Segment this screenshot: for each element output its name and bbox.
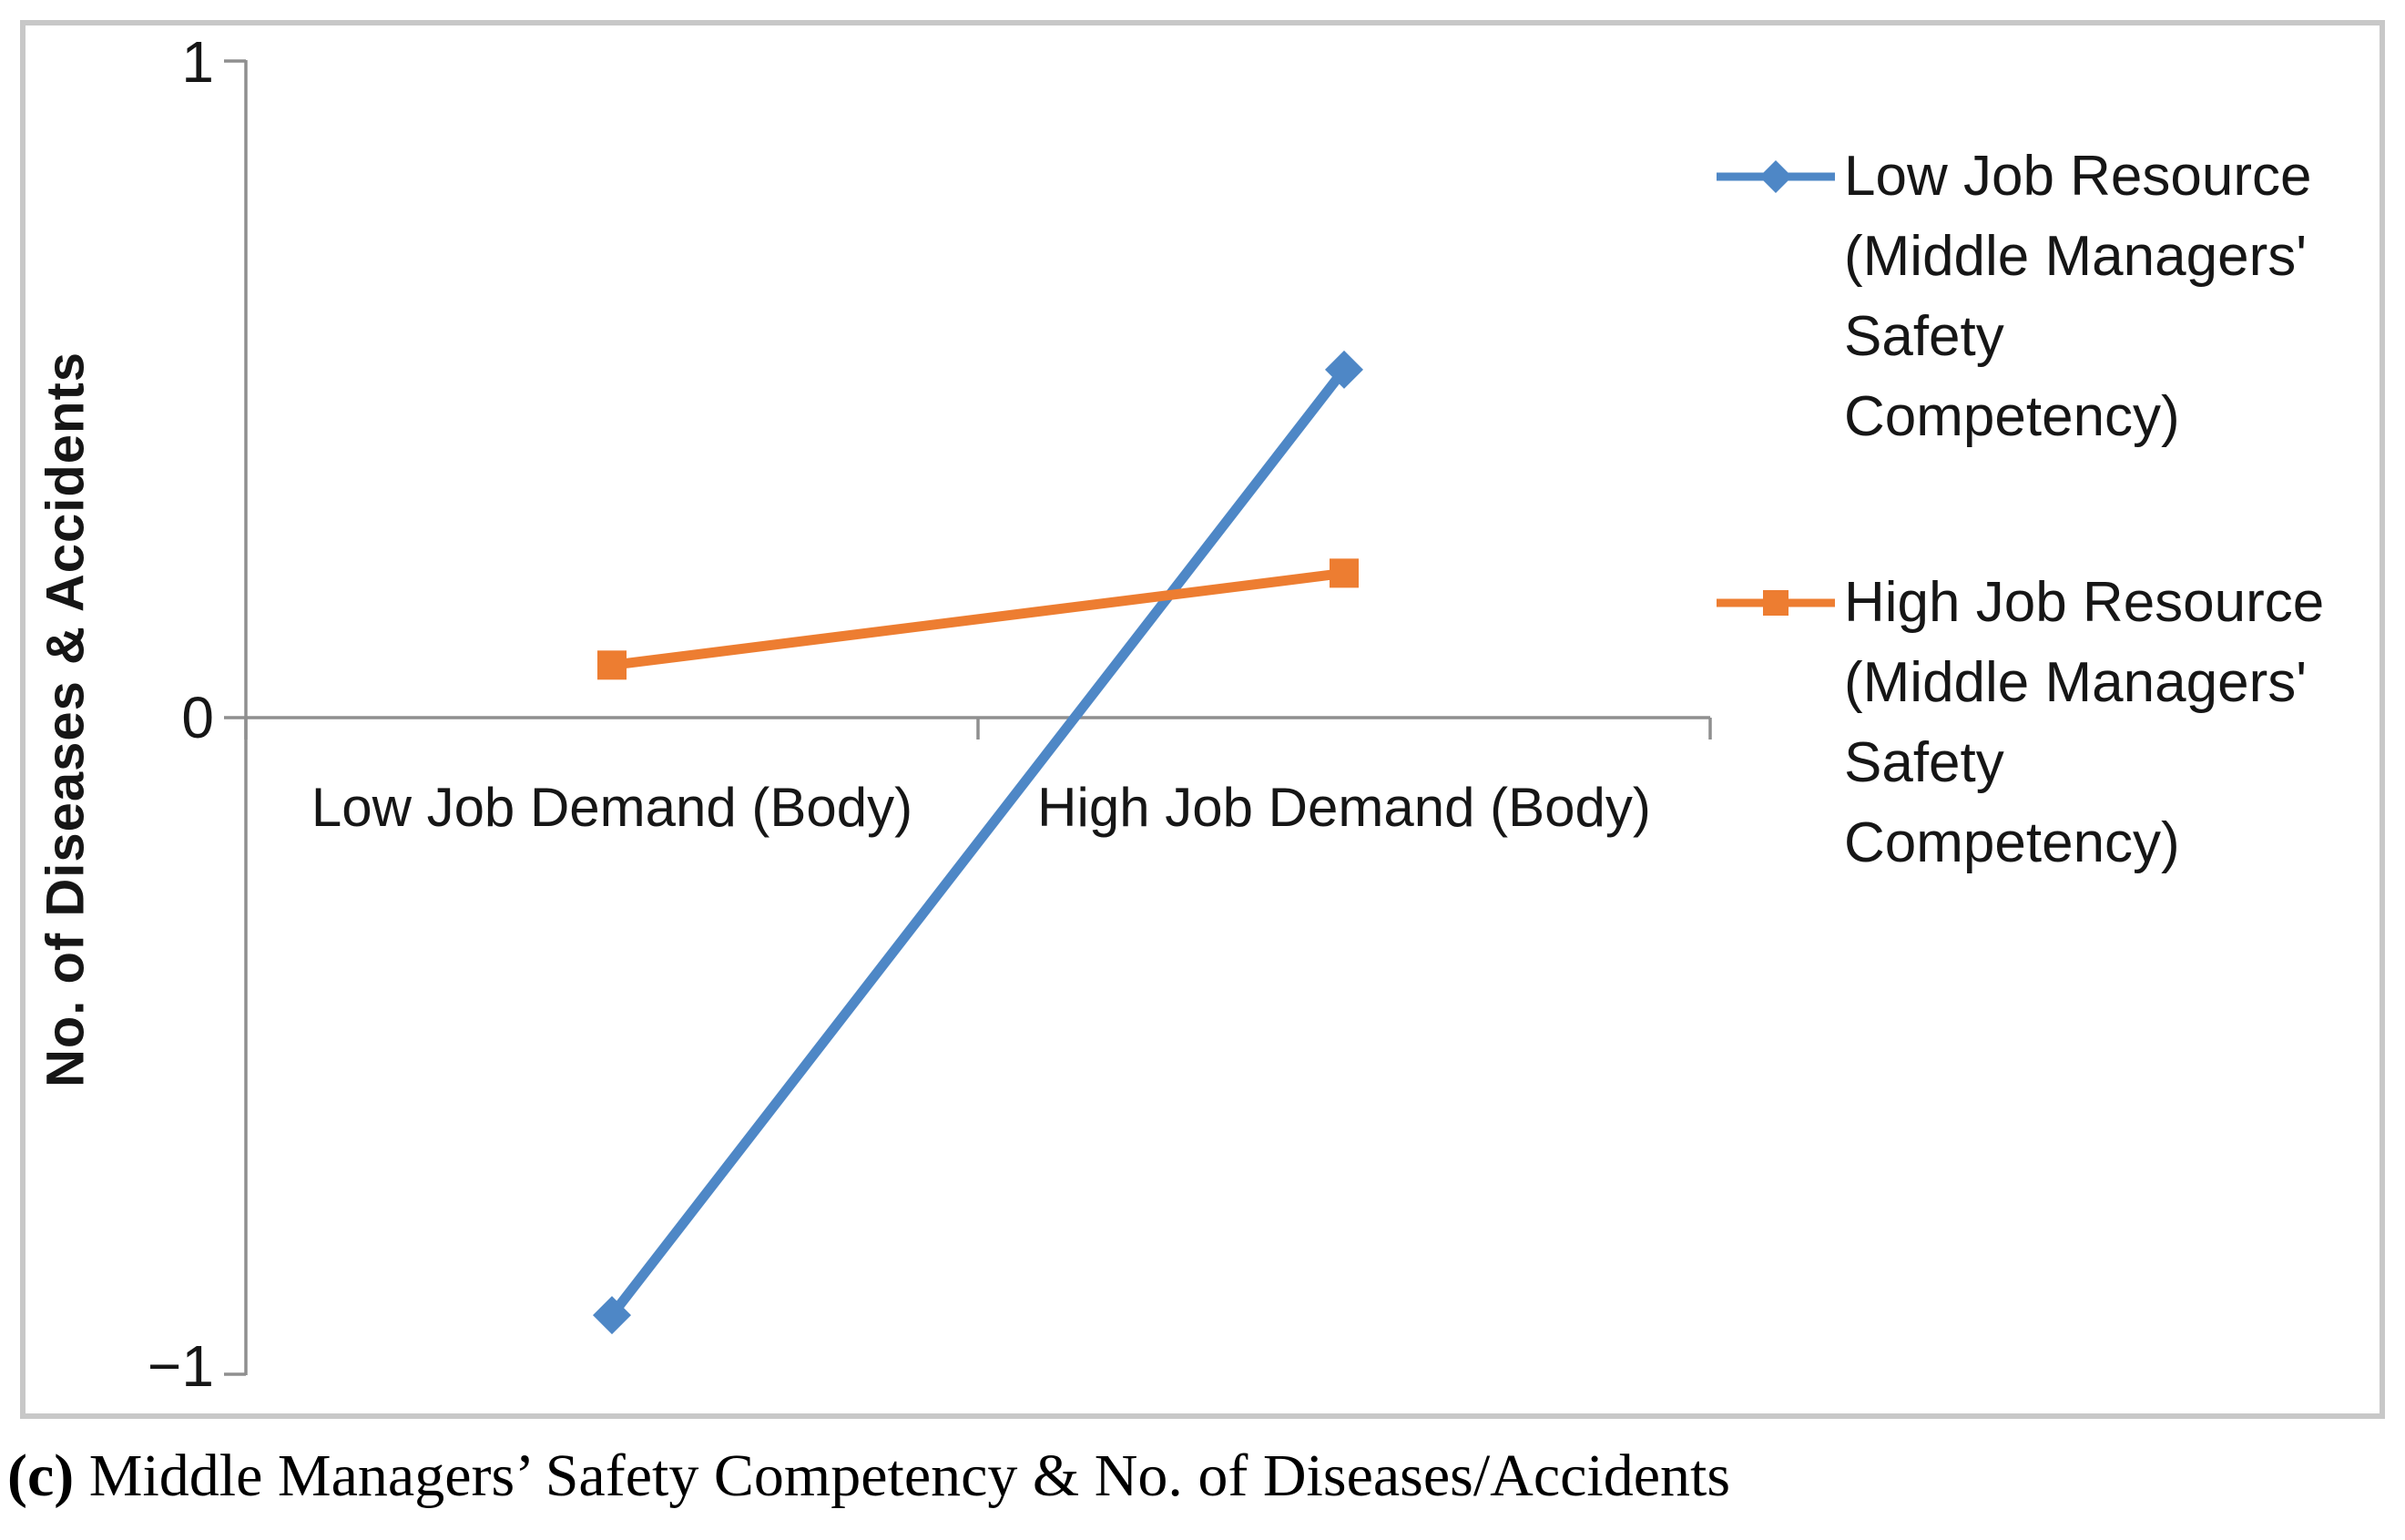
caption-label: (c) [7, 1443, 75, 1509]
series-marker-square [597, 650, 627, 680]
y-tick-label-1: 1 [181, 29, 214, 95]
legend-line: Safety [1844, 731, 2004, 794]
x-category-label-high-job-demand: High Job Demand (Body) [1037, 777, 1651, 838]
y-tick-label-minus-1: −1 [148, 1333, 214, 1399]
series-marker-diamond [593, 1296, 631, 1335]
series-line-high-job-resource [611, 567, 1345, 670]
legend-line: Competency) [1844, 385, 2180, 448]
legend-entry-low-job-resource: Low Job Resource (Middle Managers' Safet… [1844, 137, 2390, 457]
figure-border [20, 20, 2385, 1419]
x-category-label-low-job-demand: Low Job Demand (Body) [311, 777, 913, 838]
legend-key-marker [1763, 590, 1788, 616]
legend-line: Low Job Resource [1844, 145, 2312, 208]
figure-caption: (c) Middle Managers’ Safety Competency &… [7, 1442, 2393, 1511]
legend-line: Safety [1844, 305, 2004, 368]
legend-line: High Job Resource [1844, 571, 2325, 634]
series-marker-square [1330, 558, 1359, 588]
legend-line: (Middle Managers' [1844, 225, 2308, 288]
series-marker-diamond [1325, 350, 1363, 389]
legend-line: Competency) [1844, 811, 2180, 874]
series-line-low-job-resource [607, 366, 1349, 1319]
legend-key-marker [1759, 160, 1792, 193]
legend-line: (Middle Managers' [1844, 651, 2308, 714]
caption-text: Middle Managers’ Safety Competency & No.… [74, 1443, 1731, 1509]
y-tick-label-0: 0 [181, 685, 214, 750]
legend-entry-high-job-resource: High Job Resource (Middle Managers' Safe… [1844, 563, 2390, 883]
